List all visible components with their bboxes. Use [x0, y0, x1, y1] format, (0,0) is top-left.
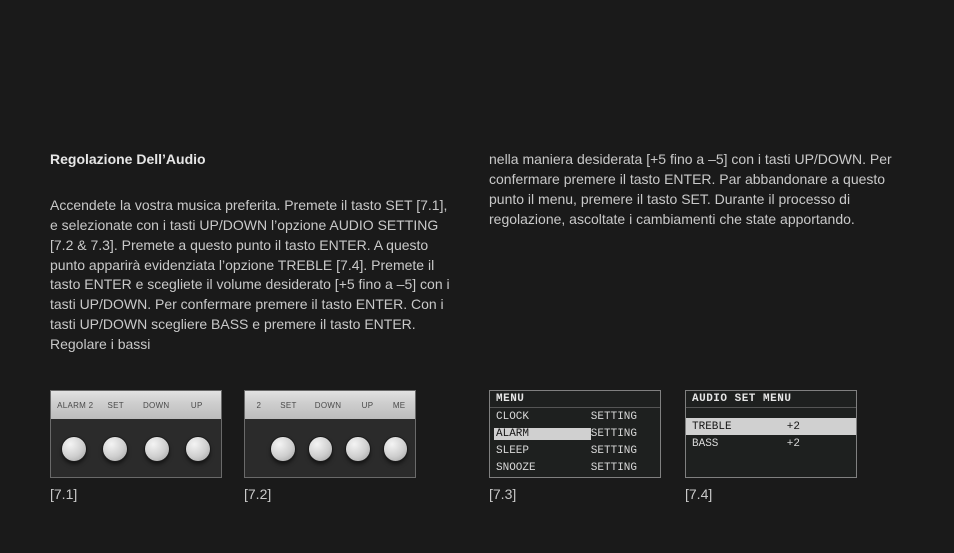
- button-panel: ALARM 2 SET DOWN UP: [50, 390, 222, 478]
- body-paragraph-right: nella maniera desiderata [+5 fino a –5] …: [489, 150, 894, 230]
- physical-button: [62, 437, 86, 461]
- lcd-row-value: SETTING: [591, 428, 654, 440]
- physical-button: [346, 437, 370, 461]
- lcd-row-value: +2: [787, 438, 850, 450]
- right-column: nella maniera desiderata [+5 fino a –5] …: [489, 150, 894, 230]
- panel-label: ME: [387, 401, 411, 410]
- physical-button: [271, 437, 295, 461]
- figure-7-3: MENU CLOCK SETTING ALARM SETTING SLEEP S…: [489, 390, 661, 478]
- figure-caption: [7.2]: [244, 486, 271, 502]
- panel-button-row: [51, 429, 221, 469]
- lcd-row-value: SETTING: [591, 462, 654, 474]
- lcd-row-value: SETTING: [591, 445, 654, 457]
- lcd-spacer: [686, 408, 856, 418]
- figure-caption: [7.4]: [685, 486, 712, 502]
- button-panel: 2 SET DOWN UP ME: [244, 390, 416, 478]
- panel-button-row: [245, 429, 415, 469]
- panel-label: UP: [348, 401, 388, 410]
- panel-label-strip: ALARM 2 SET DOWN UP: [51, 391, 221, 419]
- lcd-row-value: SETTING: [591, 411, 654, 423]
- panel-label: DOWN: [308, 401, 348, 410]
- lcd-row-value: +2: [787, 421, 850, 433]
- panel-label: SET: [269, 401, 309, 410]
- manual-page: Regolazione Dell’Audio Accendete la vost…: [0, 0, 954, 553]
- body-paragraph-left: Accendete la vostra musica preferita. Pr…: [50, 196, 455, 355]
- lcd-row-label: SLEEP: [496, 445, 591, 457]
- lcd-menu: MENU CLOCK SETTING ALARM SETTING SLEEP S…: [489, 390, 661, 478]
- physical-button: [145, 437, 169, 461]
- lcd-row-label: SNOOZE: [496, 462, 591, 474]
- lcd-row: SLEEP SETTING: [490, 442, 660, 459]
- section-heading: Regolazione Dell’Audio: [50, 150, 455, 170]
- panel-label: UP: [177, 401, 218, 410]
- figure-7-4: AUDIO SET MENU TREBLE +2 BASS +2 [7.4]: [685, 390, 857, 478]
- lcd-row: SNOOZE SETTING: [490, 459, 660, 476]
- lcd-row: TREBLE +2: [686, 418, 856, 435]
- physical-button: [384, 437, 408, 461]
- physical-button: [309, 437, 333, 461]
- physical-button: [103, 437, 127, 461]
- physical-button: [186, 437, 210, 461]
- panel-label: DOWN: [136, 401, 177, 410]
- panel-label-strip: 2 SET DOWN UP ME: [245, 391, 415, 419]
- panel-label: ALARM 2: [55, 401, 96, 410]
- panel-label: SET: [96, 401, 137, 410]
- lcd-row-label: TREBLE: [692, 421, 787, 433]
- lcd-row-label: BASS: [692, 438, 787, 450]
- lcd-title: MENU: [490, 391, 660, 408]
- figure-7-2: 2 SET DOWN UP ME [7.2]: [244, 390, 416, 478]
- lcd-menu: AUDIO SET MENU TREBLE +2 BASS +2: [685, 390, 857, 478]
- lcd-title: AUDIO SET MENU: [686, 391, 856, 408]
- left-column: Regolazione Dell’Audio Accendete la vost…: [50, 150, 455, 355]
- lcd-row-label: ALARM: [494, 428, 591, 440]
- lcd-row: BASS +2: [686, 435, 856, 452]
- lcd-row-label: CLOCK: [496, 411, 591, 423]
- panel-label: 2: [249, 401, 269, 410]
- figure-7-1: ALARM 2 SET DOWN UP [7.1]: [50, 390, 222, 478]
- lcd-row: CLOCK SETTING: [490, 408, 660, 425]
- figure-caption: [7.3]: [489, 486, 516, 502]
- figure-caption: [7.1]: [50, 486, 77, 502]
- lcd-row: ALARM SETTING: [490, 425, 660, 442]
